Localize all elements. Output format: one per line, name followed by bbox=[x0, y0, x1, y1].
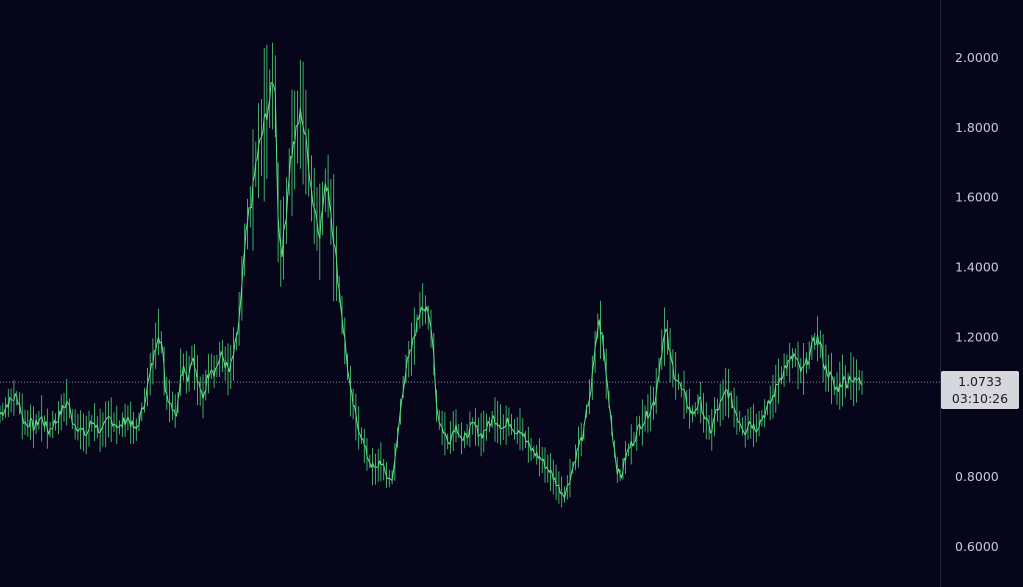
y-tick-label: 0.6000 bbox=[955, 539, 999, 554]
current-price-tag: 1.0733 03:10:26 bbox=[941, 371, 1019, 409]
y-tick-label: 1.6000 bbox=[955, 190, 999, 205]
y-tick-label: 1.2000 bbox=[955, 329, 999, 344]
current-price-value: 1.0733 bbox=[958, 374, 1002, 389]
price-axis[interactable]: 2.0000 1.8000 1.6000 1.4000 1.2000 0.8000 0.60… bbox=[955, 50, 999, 554]
y-tick-label: 1.4000 bbox=[955, 260, 999, 275]
price-line bbox=[0, 82, 863, 501]
y-tick-label: 0.8000 bbox=[955, 469, 999, 484]
y-tick-label: 1.8000 bbox=[955, 120, 999, 135]
countdown-timer: 03:10:26 bbox=[951, 391, 1009, 406]
y-tick-label: 2.0000 bbox=[955, 50, 999, 65]
price-series bbox=[0, 42, 863, 508]
